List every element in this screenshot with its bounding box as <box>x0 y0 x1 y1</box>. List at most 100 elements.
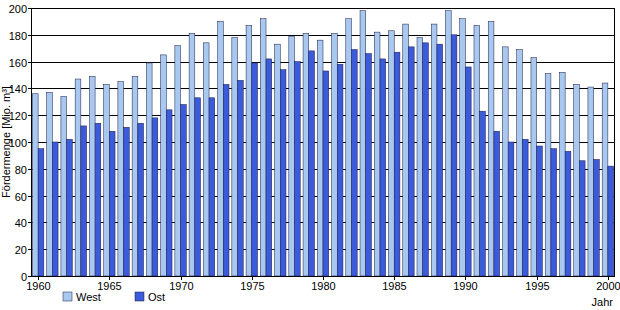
bar <box>61 96 67 276</box>
bar <box>295 62 301 276</box>
bar <box>431 24 437 276</box>
bar <box>374 32 380 276</box>
bar <box>175 46 181 276</box>
bar <box>67 139 73 276</box>
bar <box>280 70 286 276</box>
x-tick-label: 1990 <box>453 280 477 292</box>
bar <box>488 21 494 276</box>
bar <box>146 63 152 276</box>
bar <box>579 161 585 276</box>
bar <box>266 59 272 276</box>
bar <box>445 11 451 276</box>
bar <box>559 72 565 276</box>
bar <box>474 25 480 276</box>
bar <box>181 104 187 276</box>
y-axis-label: Fördermenge [Mio. m³] <box>0 86 12 198</box>
bar <box>166 110 172 276</box>
y-tick-label: 60 <box>15 191 27 203</box>
bar <box>608 166 614 276</box>
bar <box>508 142 514 276</box>
bar <box>551 149 557 276</box>
y-tick <box>28 62 31 63</box>
bar <box>366 54 372 276</box>
bar <box>574 84 580 276</box>
y-tick <box>28 169 31 170</box>
y-tick-label: 20 <box>15 244 27 256</box>
y-tick <box>28 249 31 250</box>
bar <box>109 131 115 276</box>
y-tick-label: 180 <box>9 30 27 42</box>
bar <box>545 74 551 276</box>
y-tick <box>28 222 31 223</box>
y-tick <box>28 142 31 143</box>
x-tick-label: 1980 <box>311 280 335 292</box>
bar <box>451 35 457 276</box>
y-tick-label: 160 <box>9 57 27 69</box>
bar <box>303 33 309 276</box>
x-tick-label: 1995 <box>525 280 549 292</box>
bar <box>95 123 101 276</box>
bar <box>152 118 158 276</box>
bar <box>460 19 466 276</box>
bar <box>203 43 209 276</box>
x-tick-label: 1970 <box>169 280 193 292</box>
bar <box>588 87 594 276</box>
bar <box>522 139 528 276</box>
bar <box>403 24 409 276</box>
bar <box>346 19 352 276</box>
bar <box>161 55 167 276</box>
bar <box>332 33 338 276</box>
plot-area <box>31 8 615 276</box>
x-tick-label: 1975 <box>240 280 264 292</box>
x-axis-label: Jahr <box>592 296 614 308</box>
x-tick-label: 1965 <box>97 280 121 292</box>
bar <box>52 142 58 276</box>
bar <box>118 82 124 276</box>
y-tick-label: 200 <box>9 3 27 15</box>
bar <box>81 126 87 276</box>
bar <box>317 40 323 276</box>
legend-swatch <box>135 292 144 301</box>
x-tick-label: 2000 <box>596 280 620 292</box>
x-tick-label: 1960 <box>26 280 50 292</box>
bar <box>232 37 238 276</box>
y-tick <box>28 88 31 89</box>
bar <box>275 44 281 276</box>
bar <box>189 33 195 276</box>
bar <box>218 21 224 276</box>
bar <box>138 123 144 276</box>
bar <box>323 71 329 276</box>
y-tick <box>28 8 31 9</box>
bar <box>238 80 244 276</box>
legend-label: West <box>76 291 101 303</box>
bar <box>537 146 543 276</box>
bar <box>246 25 252 276</box>
y-tick <box>28 35 31 36</box>
bar <box>89 76 95 276</box>
bar <box>32 94 38 276</box>
bar <box>252 63 258 276</box>
bar <box>465 67 471 276</box>
bar <box>602 83 608 276</box>
y-tick <box>28 276 31 277</box>
bar <box>289 36 295 276</box>
bar <box>423 43 429 276</box>
bar <box>38 149 44 276</box>
legend-swatch <box>63 292 72 301</box>
bar <box>223 84 229 276</box>
bar <box>75 79 81 276</box>
bar <box>337 64 343 276</box>
bar <box>394 52 400 276</box>
bar <box>351 50 357 276</box>
bar <box>502 47 508 276</box>
bar <box>480 111 486 276</box>
bar <box>437 44 443 276</box>
bar <box>408 47 414 276</box>
x-tick-label: 1985 <box>382 280 406 292</box>
bar <box>565 151 571 276</box>
y-tick-label: 40 <box>15 217 27 229</box>
bar <box>531 58 537 276</box>
grid-line <box>31 35 615 36</box>
bar <box>124 127 130 276</box>
bar <box>209 98 215 276</box>
